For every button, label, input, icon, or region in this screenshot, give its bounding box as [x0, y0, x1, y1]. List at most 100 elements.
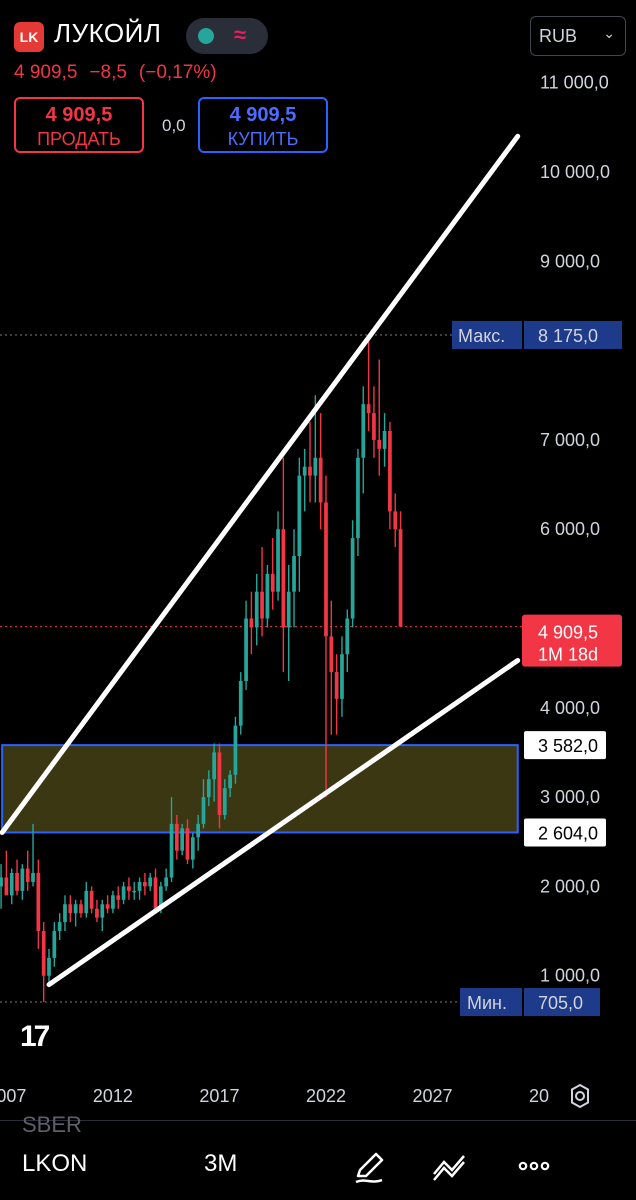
currency-label: RUB: [539, 26, 578, 46]
market-status-pill[interactable]: ≈: [186, 18, 268, 54]
buy-button[interactable]: 4 909,5 КУПИТЬ: [198, 97, 328, 153]
candle-body: [329, 636, 334, 673]
indicators-icon[interactable]: [430, 1146, 470, 1186]
candle-body: [217, 752, 222, 815]
candle-body: [25, 868, 30, 882]
candle-body: [169, 823, 174, 878]
sell-button[interactable]: 4 909,5 ПРОДАТЬ: [14, 97, 144, 153]
candle-body: [20, 868, 25, 891]
chevron-down-icon: ⌄: [603, 25, 615, 41]
candle-body: [148, 877, 153, 887]
candle-body: [345, 618, 350, 655]
max-price-label: 8 175,0: [538, 326, 598, 346]
ghost-ticker: SBER: [22, 1112, 82, 1137]
max-tag-label: Макс.: [458, 326, 505, 346]
candle-body: [281, 529, 286, 628]
candle-body: [388, 430, 392, 512]
trendline[interactable]: [0, 133, 521, 835]
drawing-pen-icon[interactable]: [350, 1146, 390, 1186]
candle-body: [382, 430, 387, 449]
zone-price-label: 2 604,0: [538, 823, 598, 843]
quote-line: 4 909,5 −8,5 (−0,17%): [14, 62, 229, 84]
zone-price-label-bg: [524, 731, 606, 760]
candle-body: [174, 823, 179, 851]
sell-label: ПРОДАТЬ: [37, 129, 121, 149]
candle-body: [366, 404, 371, 414]
candle-body: [9, 873, 14, 896]
x-tick-label: 2017: [199, 1086, 239, 1106]
candle-body: [228, 774, 232, 789]
candle-body: [270, 573, 275, 592]
x-tick-label: 20: [529, 1086, 549, 1106]
min-tag-label: Мин.: [467, 993, 507, 1013]
y-tick-label: 1 000,0: [540, 966, 600, 986]
candle-body: [222, 788, 227, 815]
candle-body: [185, 828, 190, 860]
zone-price-label: 3 582,0: [538, 736, 598, 756]
support-zone-rect[interactable]: [1, 744, 519, 834]
candle-body: [137, 881, 142, 891]
y-tick-label: 6 000,0: [540, 519, 600, 539]
last-price: 4 909,5: [14, 62, 78, 83]
interval-button[interactable]: 3M: [204, 1150, 238, 1177]
settings-gear-icon[interactable]: [566, 1082, 594, 1110]
candle-body: [292, 555, 296, 592]
y-tick-label: 10 000,0: [540, 162, 610, 182]
candle-body: [190, 837, 195, 860]
candle-body: [297, 475, 302, 556]
candle-body: [308, 466, 312, 476]
candle-body: [95, 908, 99, 918]
max-price-label-bg: [524, 320, 622, 349]
candle-body: [260, 591, 264, 619]
candle-body: [100, 904, 105, 918]
candle-body: [393, 511, 398, 530]
currency-selector[interactable]: RUB ⌄: [530, 16, 626, 56]
candle-body: [254, 591, 259, 628]
x-tick-label: 2007: [0, 1086, 26, 1106]
min-tag-bg: [460, 988, 522, 1017]
trendline[interactable]: [46, 657, 521, 988]
candle-body: [238, 681, 243, 726]
candle-body: [265, 573, 270, 619]
candle-body: [143, 881, 147, 887]
y-tick-label: 9 000,0: [540, 251, 600, 271]
candle-body: [132, 890, 137, 893]
candle-body: [41, 931, 46, 976]
candle-body: [201, 797, 206, 824]
instrument-title[interactable]: ЛУКОЙЛ: [54, 18, 162, 48]
y-tick-label: 4 000,0: [540, 698, 600, 718]
candle-body: [121, 886, 126, 900]
candle-body: [196, 823, 201, 838]
candle-body: [233, 725, 238, 775]
candle-body: [36, 873, 41, 932]
candle-body: [47, 957, 51, 976]
candle-body: [356, 457, 360, 539]
candle-body: [249, 618, 254, 628]
candle-body: [79, 904, 83, 914]
market-open-dot-icon: [198, 28, 214, 44]
chart-header: LK ЛУКОЙЛ ≈ 4 909,5 −8,5 (−0,17%) 4 909,5 …: [0, 0, 520, 170]
more-options-icon[interactable]: [514, 1146, 554, 1186]
x-tick-label: 2027: [412, 1086, 452, 1106]
candle-countdown-label: 1M 18d: [538, 645, 598, 665]
candle-body: [164, 877, 169, 887]
candle-body: [212, 752, 216, 780]
candle-body: [63, 904, 67, 923]
candle-body: [361, 404, 366, 458]
candle-body: [206, 779, 211, 798]
spread-value: 0,0: [162, 116, 186, 135]
min-price-label-bg: [524, 988, 600, 1017]
candle-body: [377, 439, 382, 449]
candle-body: [116, 895, 121, 900]
symbol-button[interactable]: LKON: [22, 1150, 88, 1177]
candle-body: [4, 877, 9, 896]
y-tick-label: 11 000,0: [540, 73, 609, 93]
max-tag-bg: [452, 320, 522, 349]
sell-price: 4 909,5: [45, 104, 113, 126]
candle-body: [111, 895, 115, 909]
candle-body: [372, 413, 376, 440]
candle-body: [68, 904, 73, 914]
price-change-percent: (−0,17%): [138, 62, 217, 83]
candle-body: [89, 890, 94, 909]
